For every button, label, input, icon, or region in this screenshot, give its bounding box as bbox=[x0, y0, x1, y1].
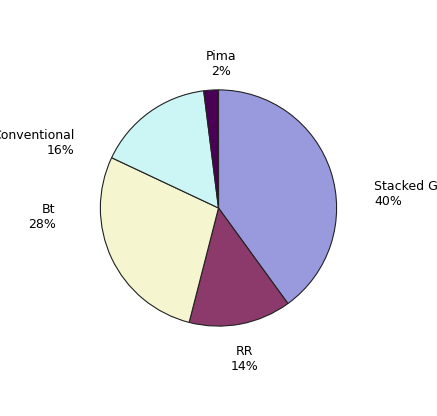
Text: Bt
28%: Bt 28% bbox=[28, 203, 55, 231]
Wedge shape bbox=[111, 91, 218, 208]
Text: RR
14%: RR 14% bbox=[231, 345, 258, 373]
Wedge shape bbox=[218, 90, 336, 304]
Text: Conventional
16%: Conventional 16% bbox=[0, 129, 74, 157]
Wedge shape bbox=[101, 158, 218, 322]
Text: Pima
2%: Pima 2% bbox=[205, 50, 236, 78]
Wedge shape bbox=[189, 208, 288, 326]
Text: Stacked Gene
40%: Stacked Gene 40% bbox=[375, 180, 437, 208]
Wedge shape bbox=[204, 90, 218, 208]
